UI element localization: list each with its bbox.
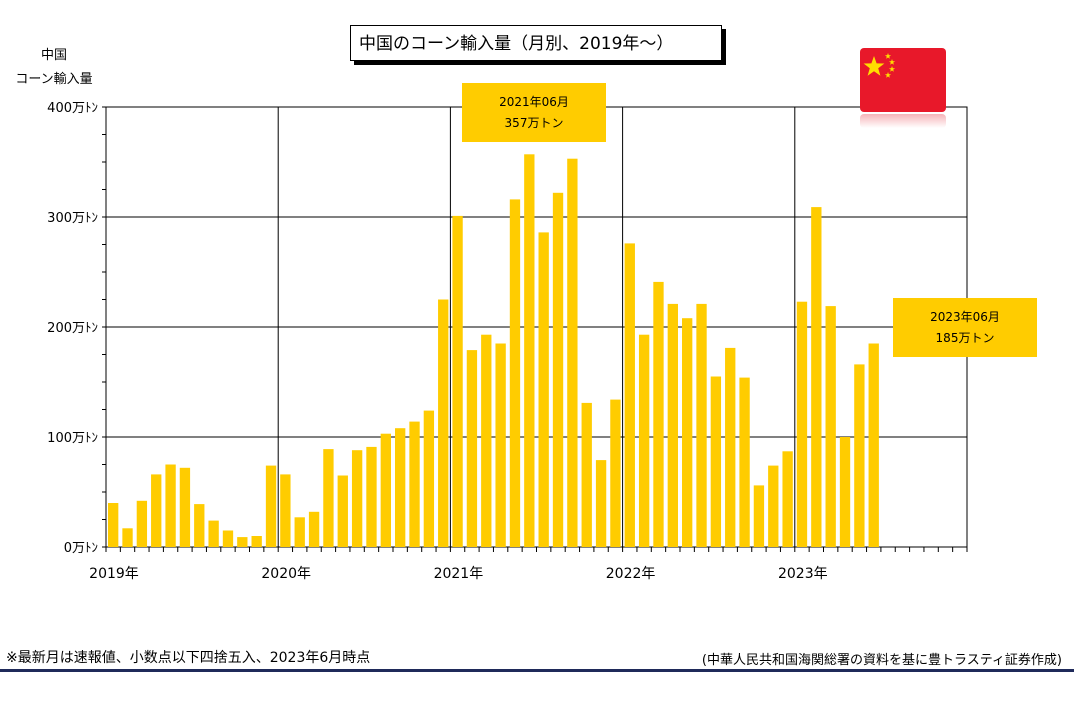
bar bbox=[337, 475, 348, 547]
source-note: (中華人民共和国海関総署の資料を基に豊トラスティ証券作成) bbox=[701, 653, 1062, 668]
bar bbox=[667, 303, 678, 547]
y-axis-label-line1: 中国 bbox=[40, 48, 67, 63]
bar bbox=[682, 318, 693, 547]
bar bbox=[380, 433, 391, 547]
bar bbox=[811, 207, 822, 547]
china-flag-icon bbox=[860, 48, 946, 112]
x-tick-label: 2023年 bbox=[778, 566, 828, 582]
bar bbox=[438, 299, 449, 547]
bar bbox=[466, 350, 478, 547]
latest-callout-date: 2023年06月 bbox=[930, 309, 1000, 324]
bar bbox=[552, 192, 564, 548]
bar bbox=[768, 465, 779, 547]
bar bbox=[179, 467, 191, 547]
bar bbox=[725, 347, 736, 547]
latest-callout-value: 185万トン bbox=[935, 330, 995, 345]
x-tick-label: 2019年 bbox=[89, 566, 139, 582]
footer-divider bbox=[0, 669, 1074, 672]
bar bbox=[524, 154, 535, 548]
peak-callout-value: 357万トン bbox=[504, 115, 564, 130]
bar bbox=[567, 158, 578, 547]
bar bbox=[208, 520, 219, 547]
x-tick-label: 2020年 bbox=[261, 566, 311, 582]
bar bbox=[395, 428, 406, 547]
x-tick-label: 2021年 bbox=[434, 566, 484, 582]
bar bbox=[222, 530, 234, 547]
bar bbox=[696, 303, 707, 547]
y-tick-label: 100万ﾄﾝ bbox=[47, 431, 98, 446]
bar bbox=[136, 500, 148, 547]
bar bbox=[151, 474, 162, 547]
bar bbox=[495, 343, 506, 547]
bar bbox=[839, 437, 851, 547]
bar bbox=[796, 301, 808, 547]
bar bbox=[538, 232, 549, 547]
bar bbox=[509, 199, 521, 547]
bar bbox=[624, 243, 635, 547]
bar bbox=[122, 528, 133, 547]
bar bbox=[280, 474, 291, 547]
bar bbox=[366, 446, 377, 547]
bar bbox=[323, 449, 334, 547]
flag-reflection bbox=[860, 114, 946, 128]
bar bbox=[423, 410, 435, 547]
bar bbox=[251, 536, 262, 547]
bar bbox=[351, 450, 363, 547]
y-axis-label-line2: コーン輸入量 bbox=[15, 72, 93, 87]
bar bbox=[610, 399, 621, 547]
bar bbox=[710, 376, 722, 547]
bar bbox=[237, 537, 248, 547]
y-axis-label: 中国 コーン輸入量 bbox=[2, 44, 106, 92]
bar bbox=[294, 517, 305, 547]
bar bbox=[481, 334, 492, 547]
bar bbox=[595, 460, 607, 547]
peak-callout: 2021年06月 357万トン bbox=[462, 83, 606, 142]
y-tick-label: 200万ﾄﾝ bbox=[47, 321, 98, 336]
bar bbox=[452, 215, 463, 547]
peak-callout-date: 2021年06月 bbox=[499, 94, 569, 109]
y-tick-label: 0万ﾄﾝ bbox=[64, 541, 98, 556]
latest-callout: 2023年06月 185万トン bbox=[893, 298, 1037, 357]
bar bbox=[308, 511, 320, 547]
bar bbox=[165, 464, 176, 547]
bar bbox=[638, 334, 650, 547]
bar-chart: 0万ﾄﾝ 100万ﾄﾝ 200万ﾄﾝ 300万ﾄﾝ 400万ﾄﾝ 2019年 2020年 20… bbox=[47, 101, 968, 582]
x-tick-label: 2022年 bbox=[606, 566, 656, 582]
bar bbox=[739, 377, 750, 547]
bar bbox=[653, 281, 664, 547]
bar bbox=[854, 364, 865, 547]
bar bbox=[782, 451, 793, 547]
bar bbox=[868, 343, 879, 547]
footnote: ※最新月は速報値、小数点以下四捨五入、2023年6月時点 bbox=[6, 650, 371, 666]
bar bbox=[194, 504, 205, 547]
y-tick-label: 400万ﾄﾝ bbox=[47, 101, 98, 116]
bar bbox=[265, 465, 277, 547]
y-tick-label: 300万ﾄﾝ bbox=[47, 211, 98, 226]
chart-title: 中国のコーン輸入量（月別、2019年～） bbox=[350, 25, 722, 61]
bar bbox=[108, 503, 119, 547]
bar bbox=[581, 402, 592, 547]
bar bbox=[409, 421, 420, 547]
bar bbox=[825, 306, 836, 547]
bar bbox=[753, 485, 765, 547]
